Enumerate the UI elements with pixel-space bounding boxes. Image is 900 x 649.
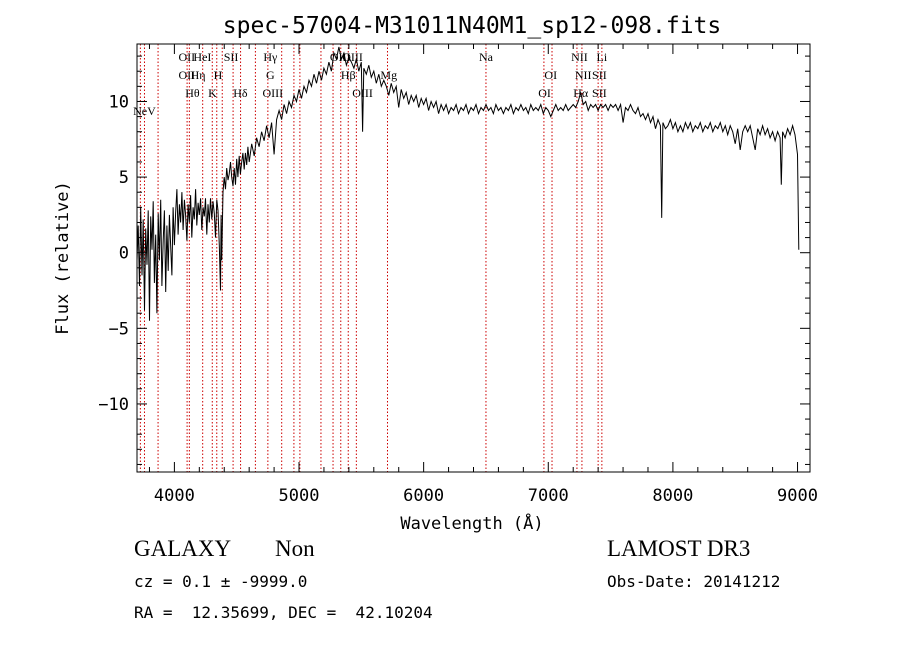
y-tick-label: 5 — [119, 168, 129, 188]
spectrum-series-line — [136, 46, 800, 321]
chart-title: spec-57004-M31011N40M1_sp12-098.fits — [223, 13, 722, 39]
y-tick-label: 0 — [119, 244, 129, 264]
spectral-line-label: Hθ — [185, 86, 200, 100]
spectral-line-label: NII — [575, 68, 592, 82]
spectral-line-label: OI — [538, 86, 551, 100]
spectral-line-label: SII — [592, 86, 607, 100]
spectral-line-label: Hγ — [263, 50, 278, 64]
spectrum-chart: spec-57004-M31011N40M1_sp12-098.fits NeV… — [53, 13, 818, 534]
spectral-line-label: OII — [179, 68, 196, 82]
spectral-line-label: OIII — [352, 86, 373, 100]
axis-ticks: 4000 5000 6000 7000 8000 9000 −10 −5 0 5 10 — [98, 44, 818, 506]
spectral-line-label: OI — [544, 68, 557, 82]
x-tick-label: 7000 — [528, 486, 569, 506]
spectral-line-label: H — [214, 68, 223, 82]
x-tick-label: 4000 — [154, 486, 195, 506]
y-tick-label: −5 — [109, 319, 129, 339]
survey-label: LAMOST DR3 — [607, 536, 751, 561]
x-axis-label: Wavelength (Å) — [400, 512, 543, 534]
spectral-line-label: OIII — [263, 86, 284, 100]
object-subclass: Non — [275, 536, 315, 561]
redshift-label: cz = 0.1 ± -9999.0 — [134, 572, 308, 591]
spectral-line-label: Hη — [191, 68, 206, 82]
y-axis-label: Flux (relative) — [53, 181, 73, 335]
y-tick-label: 10 — [109, 92, 129, 112]
spectral-line-markers — [139, 44, 603, 472]
spectral-line-label: SII — [592, 68, 607, 82]
obs-date-label: Obs-Date: 20141212 — [607, 572, 781, 591]
spectral-line-label: SII — [224, 50, 239, 64]
spectral-line-label: Hβ — [341, 68, 356, 82]
x-tick-label: 6000 — [403, 486, 444, 506]
spectral-line-label: K — [208, 86, 217, 100]
spectral-line-label: HeI — [193, 50, 211, 64]
x-tick-label: 5000 — [279, 486, 320, 506]
spectral-line-label: Na — [479, 50, 494, 64]
spectral-line-label: G — [266, 68, 275, 82]
spectral-line-label: Hδ — [233, 86, 248, 100]
spectral-line-label: OII — [179, 50, 196, 64]
spectral-line-labels: NeVOIIOIIHθHηHeIKHSIIHδHγGOIIIOIIIHβOIII… — [133, 50, 608, 118]
spectral-line-label: Li — [597, 50, 608, 64]
spectral-line-label: NeV — [133, 104, 156, 118]
y-tick-label: −10 — [98, 395, 129, 415]
spectral-line-label: NII — [571, 50, 588, 64]
x-tick-label: 9000 — [777, 486, 818, 506]
x-tick-label: 8000 — [652, 486, 693, 506]
plot-frame — [136, 43, 811, 473]
spectral-line-label: Mg — [380, 68, 397, 82]
object-class: GALAXY — [134, 536, 232, 561]
coordinates-label: RA = 12.35699, DEC = 42.10204 — [134, 603, 433, 622]
